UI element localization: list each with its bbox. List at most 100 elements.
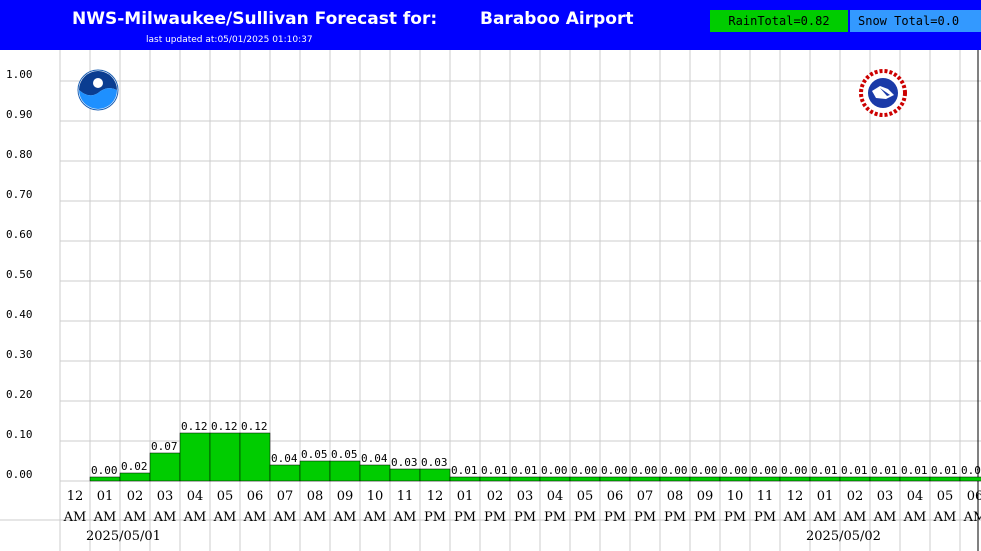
bar xyxy=(89,476,121,482)
bar xyxy=(959,476,981,482)
bar-value-label: 0.12 xyxy=(211,420,238,433)
bar-value-label: 0.05 xyxy=(331,448,358,461)
x-tick-ampm: PM xyxy=(724,510,746,525)
bar xyxy=(389,468,421,482)
y-tick-label: 0.90 xyxy=(6,108,33,121)
bar-value-label: 0.05 xyxy=(301,448,328,461)
bar xyxy=(749,476,781,482)
x-tick-ampm: PM xyxy=(754,510,776,525)
x-tick-ampm: AM xyxy=(333,510,357,525)
bar xyxy=(779,476,811,482)
bar xyxy=(689,476,721,482)
bar xyxy=(809,476,841,482)
x-tick-hour: 09 xyxy=(697,489,714,504)
bar xyxy=(269,464,301,482)
bar-value-label: 0.00 xyxy=(631,464,658,477)
x-tick-ampm: PM xyxy=(694,510,716,525)
bar xyxy=(359,464,391,482)
x-tick-ampm: PM xyxy=(514,510,536,525)
x-tick-ampm: AM xyxy=(123,510,147,525)
x-tick-ampm: AM xyxy=(153,510,177,525)
x-tick-ampm: PM xyxy=(664,510,686,525)
bar-value-label: 0.02 xyxy=(121,460,148,473)
x-tick-hour: 04 xyxy=(547,489,564,504)
bar-value-label: 0.01 xyxy=(511,464,538,477)
bar xyxy=(839,476,871,482)
x-tick-ampm: AM xyxy=(243,510,267,525)
noaa-logo-icon xyxy=(77,69,119,111)
x-tick-hour: 01 xyxy=(457,489,474,504)
bar-value-label: 0.03 xyxy=(391,456,418,469)
nws-logo-icon xyxy=(859,69,907,117)
x-tick-ampm: AM xyxy=(393,510,417,525)
x-tick-ampm: PM xyxy=(544,510,566,525)
bar-value-label: 0.04 xyxy=(271,452,298,465)
bar xyxy=(149,452,181,482)
date-label: 2025/05/02 xyxy=(806,529,881,544)
x-tick-hour: 10 xyxy=(367,489,384,504)
y-tick-label: 0.80 xyxy=(6,148,33,161)
x-tick-ampm: PM xyxy=(634,510,656,525)
bar-value-label: 0.00 xyxy=(781,464,808,477)
bar-value-label: 0.07 xyxy=(151,440,178,453)
x-tick-hour: 09 xyxy=(337,489,354,504)
x-tick-ampm: AM xyxy=(813,510,837,525)
chart-labels: 0.00 0.10 0.20 0.30 0.40 0.50 0.60 0.70 0.80 0.90… xyxy=(6,68,981,544)
y-tick-label: 0.70 xyxy=(6,188,33,201)
bar xyxy=(509,476,541,482)
x-tick-hour: 12 xyxy=(67,489,84,504)
x-tick-ampm: AM xyxy=(213,510,237,525)
bar xyxy=(629,476,661,482)
y-tick-label: 0.00 xyxy=(6,468,33,481)
y-tick-label: 0.20 xyxy=(6,388,33,401)
x-tick-hour: 04 xyxy=(907,489,924,504)
bar xyxy=(659,476,691,482)
bar-value-label: 0.01 xyxy=(451,464,478,477)
bar-value-label: 0.04 xyxy=(361,452,388,465)
y-tick-label: 0.40 xyxy=(6,308,33,321)
bar-value-label: 0.03 xyxy=(421,456,448,469)
x-tick-hour: 08 xyxy=(307,489,324,504)
x-tick-hour: 11 xyxy=(397,489,414,504)
x-tick-hour: 07 xyxy=(277,489,294,504)
forecast-title: NWS-Milwaukee/Sullivan Forecast for: xyxy=(72,9,438,29)
x-tick-ampm: AM xyxy=(363,510,387,525)
x-tick-hour: 03 xyxy=(157,489,174,504)
y-tick-label: 1.00 xyxy=(6,68,33,81)
x-tick-ampm: PM xyxy=(484,510,506,525)
x-tick-ampm: AM xyxy=(183,510,207,525)
bar-value-label: 0.01 xyxy=(811,464,838,477)
x-tick-hour: 10 xyxy=(727,489,744,504)
x-tick-ampm: PM xyxy=(604,510,626,525)
bar-value-label: 0.00 xyxy=(91,464,118,477)
forecast-header: NWS-Milwaukee/Sullivan Forecast for: Bar… xyxy=(0,0,981,50)
rain-total-badge: RainTotal=0.82 xyxy=(710,10,848,32)
snow-total-badge: Snow Total=0.0 xyxy=(850,10,981,32)
x-tick-ampm: AM xyxy=(843,510,867,525)
x-tick-ampm: PM xyxy=(424,510,446,525)
x-tick-hour: 03 xyxy=(517,489,534,504)
bar xyxy=(449,476,481,482)
date-label: 2025/05/01 xyxy=(86,529,161,544)
bar-value-label: 0.01 xyxy=(481,464,508,477)
x-tick-hour: 05 xyxy=(577,489,594,504)
x-tick-hour: 12 xyxy=(427,489,444,504)
bar-value-label: 0.12 xyxy=(181,420,208,433)
location-name: Baraboo Airport xyxy=(480,9,634,29)
y-tick-label: 0.60 xyxy=(6,228,33,241)
x-tick-hour: 03 xyxy=(877,489,894,504)
bar xyxy=(419,468,451,482)
x-tick-ampm: AM xyxy=(873,510,897,525)
x-tick-ampm: AM xyxy=(933,510,957,525)
bar xyxy=(299,460,331,482)
bar-value-label: 0.01 xyxy=(871,464,898,477)
x-tick-ampm: AM xyxy=(93,510,117,525)
x-tick-hour: 05 xyxy=(217,489,234,504)
x-tick-hour: 02 xyxy=(127,489,144,504)
x-tick-ampm: AM xyxy=(903,510,927,525)
x-tick-ampm: AM xyxy=(63,510,87,525)
bar-value-label: 0.00 xyxy=(661,464,688,477)
x-tick-ampm: PM xyxy=(574,510,596,525)
bar xyxy=(329,460,361,482)
x-tick-hour: 12 xyxy=(787,489,804,504)
